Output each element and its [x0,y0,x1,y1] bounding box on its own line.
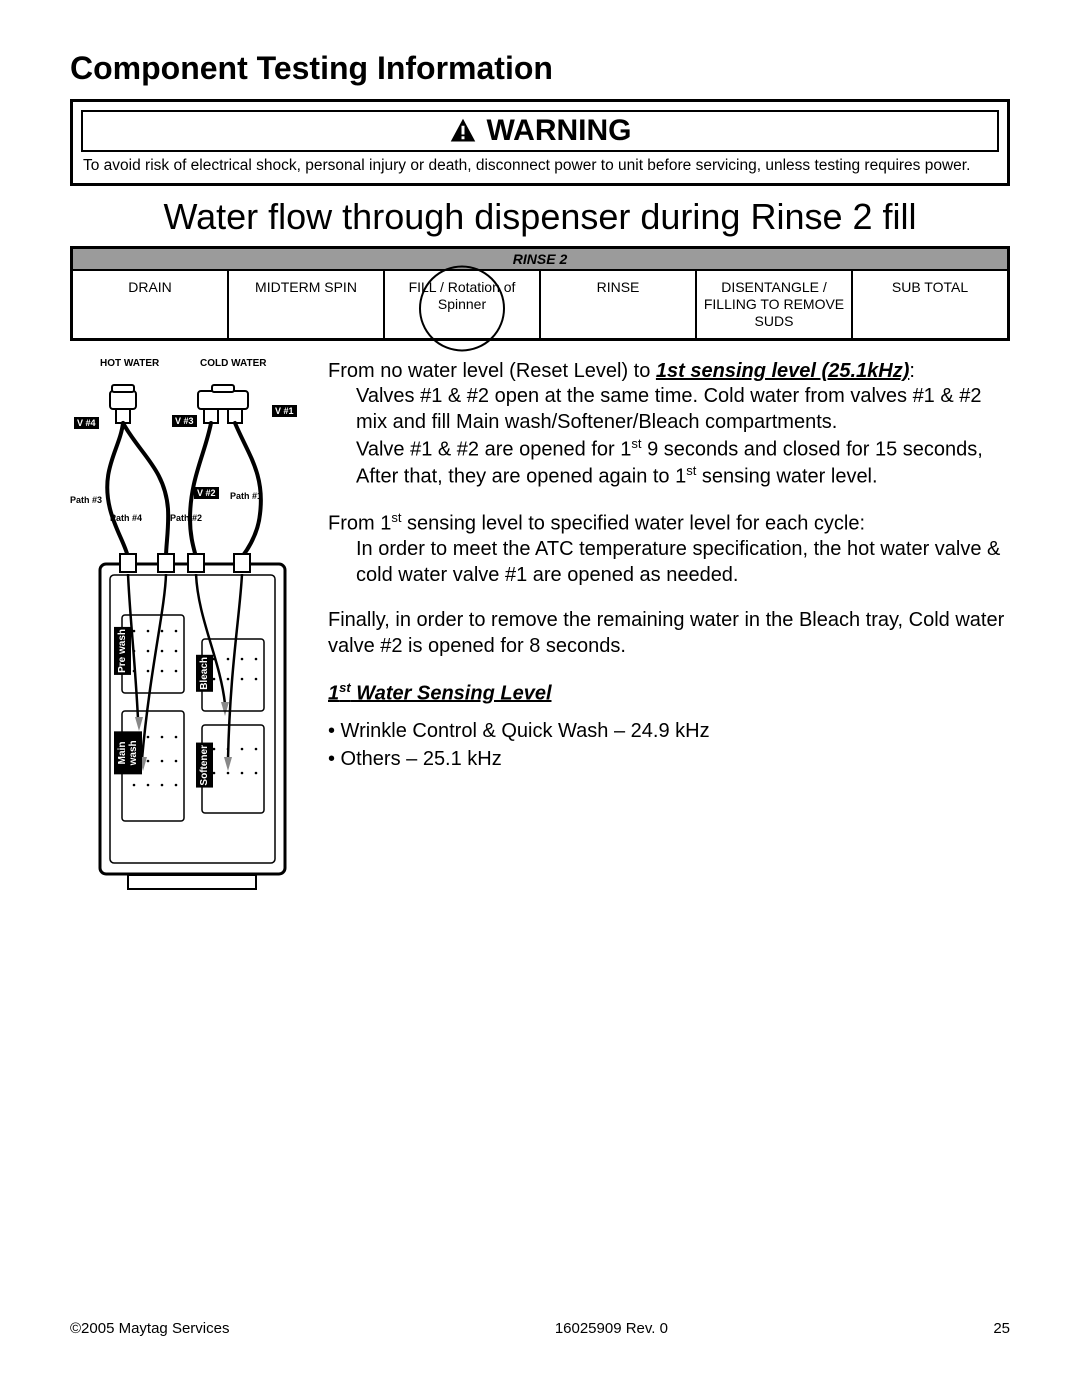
p1-body-1: Valves #1 & #2 open at the same time. Co… [328,384,1010,435]
flow-title: Water flow through dispenser during Rins… [70,196,1010,238]
path-4-tag: Path #4 [110,513,142,523]
paragraph-2: From 1st sensing level to specified wate… [328,510,1010,588]
bleach-label: Bleach [196,655,213,692]
rinse-cell-fill-text: FILL / Rotation of Spinner [409,279,516,312]
rinse-cycle-table: RINSE 2 DRAIN MIDTERM SPIN FILL / Rotati… [70,246,1010,340]
p1-colon: : [909,360,915,382]
content-area: HOT WATER COLD WATER [70,359,1010,774]
valve-4-tag: V #4 [74,417,99,429]
page-footer: ©2005 Maytag Services 16025909 Rev. 0 25 [70,1320,1010,1337]
bullet-wrinkle-control: • Wrinkle Control & Quick Wash – 24.9 kH… [328,719,1010,745]
rinse-cell-drain: DRAIN [73,271,229,337]
softener-label: Softener [196,743,213,788]
rinse-cell-rinse: RINSE [541,271,697,337]
footer-copyright: ©2005 Maytag Services [70,1320,229,1337]
rinse-cell-midterm-spin: MIDTERM SPIN [229,271,385,337]
warning-triangle-icon [449,117,477,145]
p1b2a: Valve #1 & #2 are opened for 1 [356,438,631,460]
p1-sensing-level: 1st sensing level (25.1kHz) [656,360,909,382]
rinse-table-header: RINSE 2 [73,249,1007,271]
sensing-bullets: • Wrinkle Control & Quick Wash – 24.9 kH… [328,719,1010,772]
ord-st-4: st [339,680,351,695]
ord-st-3: st [391,510,401,525]
footer-pagenum: 25 [993,1320,1010,1337]
section-title: Component Testing Information [70,50,1010,87]
paragraph-3: Finally, in order to remove the remainin… [328,608,1010,659]
p1b2c: sensing water level. [696,465,877,487]
valve-1-tag: V #1 [272,405,297,417]
rinse-table-row: DRAIN MIDTERM SPIN FILL / Rotation of Sp… [73,271,1007,337]
path-1-tag: Path #1 [230,491,262,501]
sh-a: 1 [328,682,339,704]
mainwash-label: Main wash [114,731,142,774]
sensing-level-heading: 1st Water Sensing Level [328,680,1010,707]
p1-lead: From no water level (Reset Level) to [328,360,656,382]
description-text: From no water level (Reset Level) to 1st… [328,359,1010,774]
footer-docnum: 16025909 Rev. 0 [555,1320,668,1337]
warning-header-text: WARNING [487,114,632,148]
valve-2-tag: V #2 [194,487,219,499]
prewash-label: Pre wash [114,627,131,675]
warning-box: WARNING To avoid risk of electrical shoc… [70,99,1010,186]
paragraph-1: From no water level (Reset Level) to 1st… [328,359,1010,490]
dispenser-diagram: HOT WATER COLD WATER [70,359,310,774]
rinse-cell-fill: FILL / Rotation of Spinner [385,271,541,337]
warning-header: WARNING [81,110,999,152]
ord-st-2: st [686,463,696,478]
ord-st-1: st [631,436,641,451]
valve-3-tag: V #3 [172,415,197,427]
rinse-cell-disentangle: DISENTANGLE / FILLING TO REMOVE SUDS [697,271,853,337]
warning-body-text: To avoid risk of electrical shock, perso… [73,156,1007,183]
p2lb: sensing level to specified water level f… [401,513,865,535]
p2la: From 1 [328,513,391,535]
dispenser-svg [70,359,310,899]
p2-body: In order to meet the ATC temperature spe… [328,537,1010,588]
sh-b: Water Sensing Level [351,682,552,704]
p1-sens-text: 1st sensing level (25.1kHz) [656,360,909,382]
path-3-tag: Path #3 [70,495,102,505]
bullet-others: • Others – 25.1 kHz [328,747,1010,773]
rinse-cell-subtotal: SUB TOTAL [853,271,1007,337]
p1-body-2: Valve #1 & #2 are opened for 1st 9 secon… [328,436,1010,491]
path-2-tag: Path #2 [170,513,202,523]
